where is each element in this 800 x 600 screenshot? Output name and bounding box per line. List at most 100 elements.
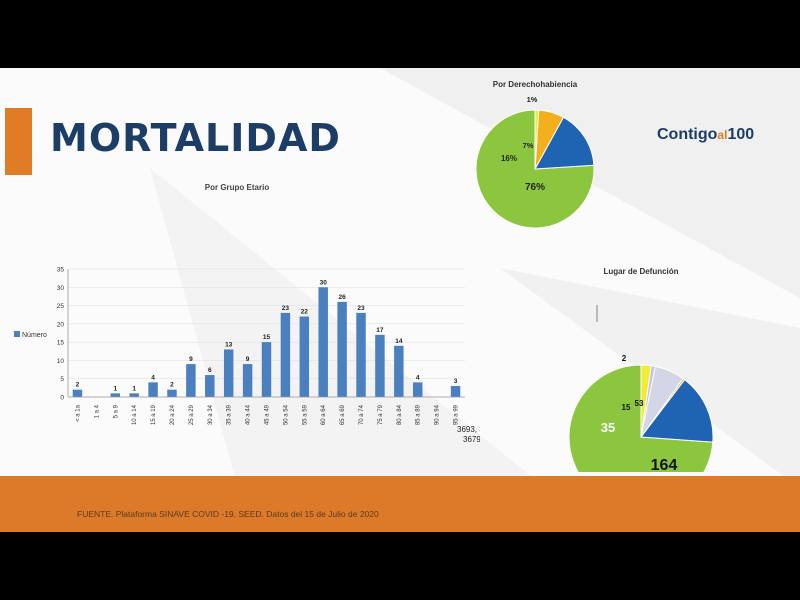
y-tick-label: 5 <box>60 376 64 383</box>
pie1-slice-label: 7% <box>523 141 534 150</box>
page-title: MORTALIDAD <box>50 116 341 160</box>
bar-value-label: 1 <box>132 385 136 392</box>
y-tick-label: 20 <box>57 321 65 328</box>
bar-value-label: 14 <box>395 338 403 345</box>
y-axis-ticks: 0 5 10 15 20 25 30 35 <box>57 267 69 402</box>
pie-slice <box>534 116 595 170</box>
y-tick-label: 15 <box>57 340 65 347</box>
slide: MORTALIDAD Contigoal100 Por Grupo Etario… <box>0 68 800 532</box>
bar-value-label: 4 <box>151 374 155 381</box>
pie2-slice-label: 15 <box>622 403 631 412</box>
bar <box>318 287 328 397</box>
bar <box>394 345 404 397</box>
y-tick-label: 10 <box>57 358 65 365</box>
x-tick-label: 50 a 54 <box>283 404 289 425</box>
x-tick-label: 25 a 29 <box>189 404 195 425</box>
legend-label: Número <box>22 332 47 339</box>
bar-value-label: 2 <box>76 382 80 389</box>
x-tick-label: 5 a 9 <box>113 404 119 418</box>
x-tick-label: 60 a 64 <box>321 404 327 425</box>
bar-chart: Por Grupo Etario Número 0 5 10 15 20 25 30 35 2… <box>14 183 480 444</box>
source-note: FUENTE. Plataforma SINAVE COVID -19, SEE… <box>77 509 379 519</box>
bar <box>299 316 310 397</box>
bar-value-label: 23 <box>282 305 290 312</box>
bar-value-label: 3 <box>454 378 458 385</box>
bar <box>450 386 461 397</box>
pie-slice <box>640 364 652 438</box>
pie1-slices <box>475 109 595 229</box>
y-tick-label: 0 <box>60 395 64 402</box>
x-tick-label: 40 a 44 <box>246 404 252 425</box>
pie1-slice-label: 16% <box>501 154 517 163</box>
bar-value-label: 6 <box>208 367 212 374</box>
bar <box>72 389 83 397</box>
x-tick-label: < a 1a <box>75 404 81 422</box>
bar-value-label: 15 <box>263 334 271 341</box>
bar-chart-title: Por Grupo Etario <box>205 183 270 192</box>
bar-value-label: 22 <box>301 309 309 316</box>
bar <box>337 301 347 397</box>
logo-mid-text: al <box>717 128 728 142</box>
x-tick-label: 30 a 34 <box>208 404 214 425</box>
pie2-slice-label: 53 <box>635 399 644 408</box>
y-tick-label: 25 <box>57 303 65 310</box>
logo-number-text: 100 <box>727 126 755 143</box>
legend: Número <box>14 331 47 339</box>
bar-value-label: 30 <box>320 279 328 286</box>
x-tick-label: 85 a 89 <box>416 404 422 425</box>
bar-value-label: 4 <box>416 374 420 381</box>
x-tick-label: 45 a 49 <box>265 404 271 425</box>
y-tick-label: 30 <box>57 285 65 292</box>
bar-value-label: 23 <box>357 305 365 312</box>
pie-chart-derechohabiencia: Por Derechohabiencia 76%16%7%1% IMSSNing… <box>475 80 595 229</box>
pie1-title: Por Derechohabiencia <box>493 80 578 89</box>
bars <box>72 287 461 397</box>
x-tick-label: 35 a 39 <box>227 404 233 425</box>
x-tick-label: 20 a 24 <box>170 404 176 425</box>
pie2-labels: 164 35 15 2 53 <box>601 354 678 472</box>
x-tick-label: 55 a 59 <box>302 404 308 425</box>
left-accent-bar <box>5 108 32 175</box>
bar <box>205 375 215 397</box>
x-tick-label: 75 a 79 <box>378 404 384 425</box>
bar-value-label: 26 <box>339 294 347 301</box>
bar <box>356 312 366 397</box>
side-note-line1: 3693, 3160, 3228 <box>457 425 480 434</box>
bar <box>223 349 234 397</box>
footer-bar <box>0 476 800 532</box>
x-tick-label: 80 a 84 <box>397 404 403 425</box>
bar <box>186 364 196 397</box>
bar-value-label: 1 <box>113 385 117 392</box>
x-tick-label: 10 a 14 <box>132 404 138 425</box>
pie2-title: Lugar de Defunción <box>603 267 678 276</box>
y-tick-label: 35 <box>57 267 65 274</box>
side-note-line2: 3679 y 4025 <box>463 435 480 444</box>
bar <box>280 312 291 397</box>
x-tick-label: 95 a 99 <box>454 404 460 425</box>
bar-value-label: 9 <box>189 356 193 363</box>
bar <box>413 382 423 397</box>
x-tick-label: 70 a 74 <box>359 404 365 425</box>
x-tick-label: 65 a 69 <box>340 404 346 425</box>
x-tick-label: 1 a 4 <box>94 404 100 418</box>
pie1-slice-label: 76% <box>525 182 545 193</box>
logo-main-text: Contigo <box>657 126 718 143</box>
x-axis-ticks: < a 1a 1 a 4 5 a 9 10 a 14 15 a 19 20 a 24 25 … <box>75 404 459 425</box>
x-tick-label: 15 a 19 <box>151 404 157 425</box>
bar-value-label: 17 <box>376 327 384 334</box>
logo: Contigoal100 <box>657 126 754 144</box>
x-tick-label: 90 a 94 <box>435 404 441 425</box>
bar <box>242 364 253 397</box>
pie1-slice-label: 1% <box>527 95 538 104</box>
bar-value-label: 9 <box>246 356 250 363</box>
pie2-slice-label: 35 <box>601 420 615 435</box>
bar-value-label: 2 <box>170 382 174 389</box>
bar-value-label: 13 <box>225 341 233 348</box>
pie-slice <box>534 109 540 170</box>
legend-swatch <box>14 331 20 337</box>
pie2-slices <box>568 364 714 472</box>
bar <box>129 393 139 397</box>
pie2-slice-label: 164 <box>651 457 678 472</box>
